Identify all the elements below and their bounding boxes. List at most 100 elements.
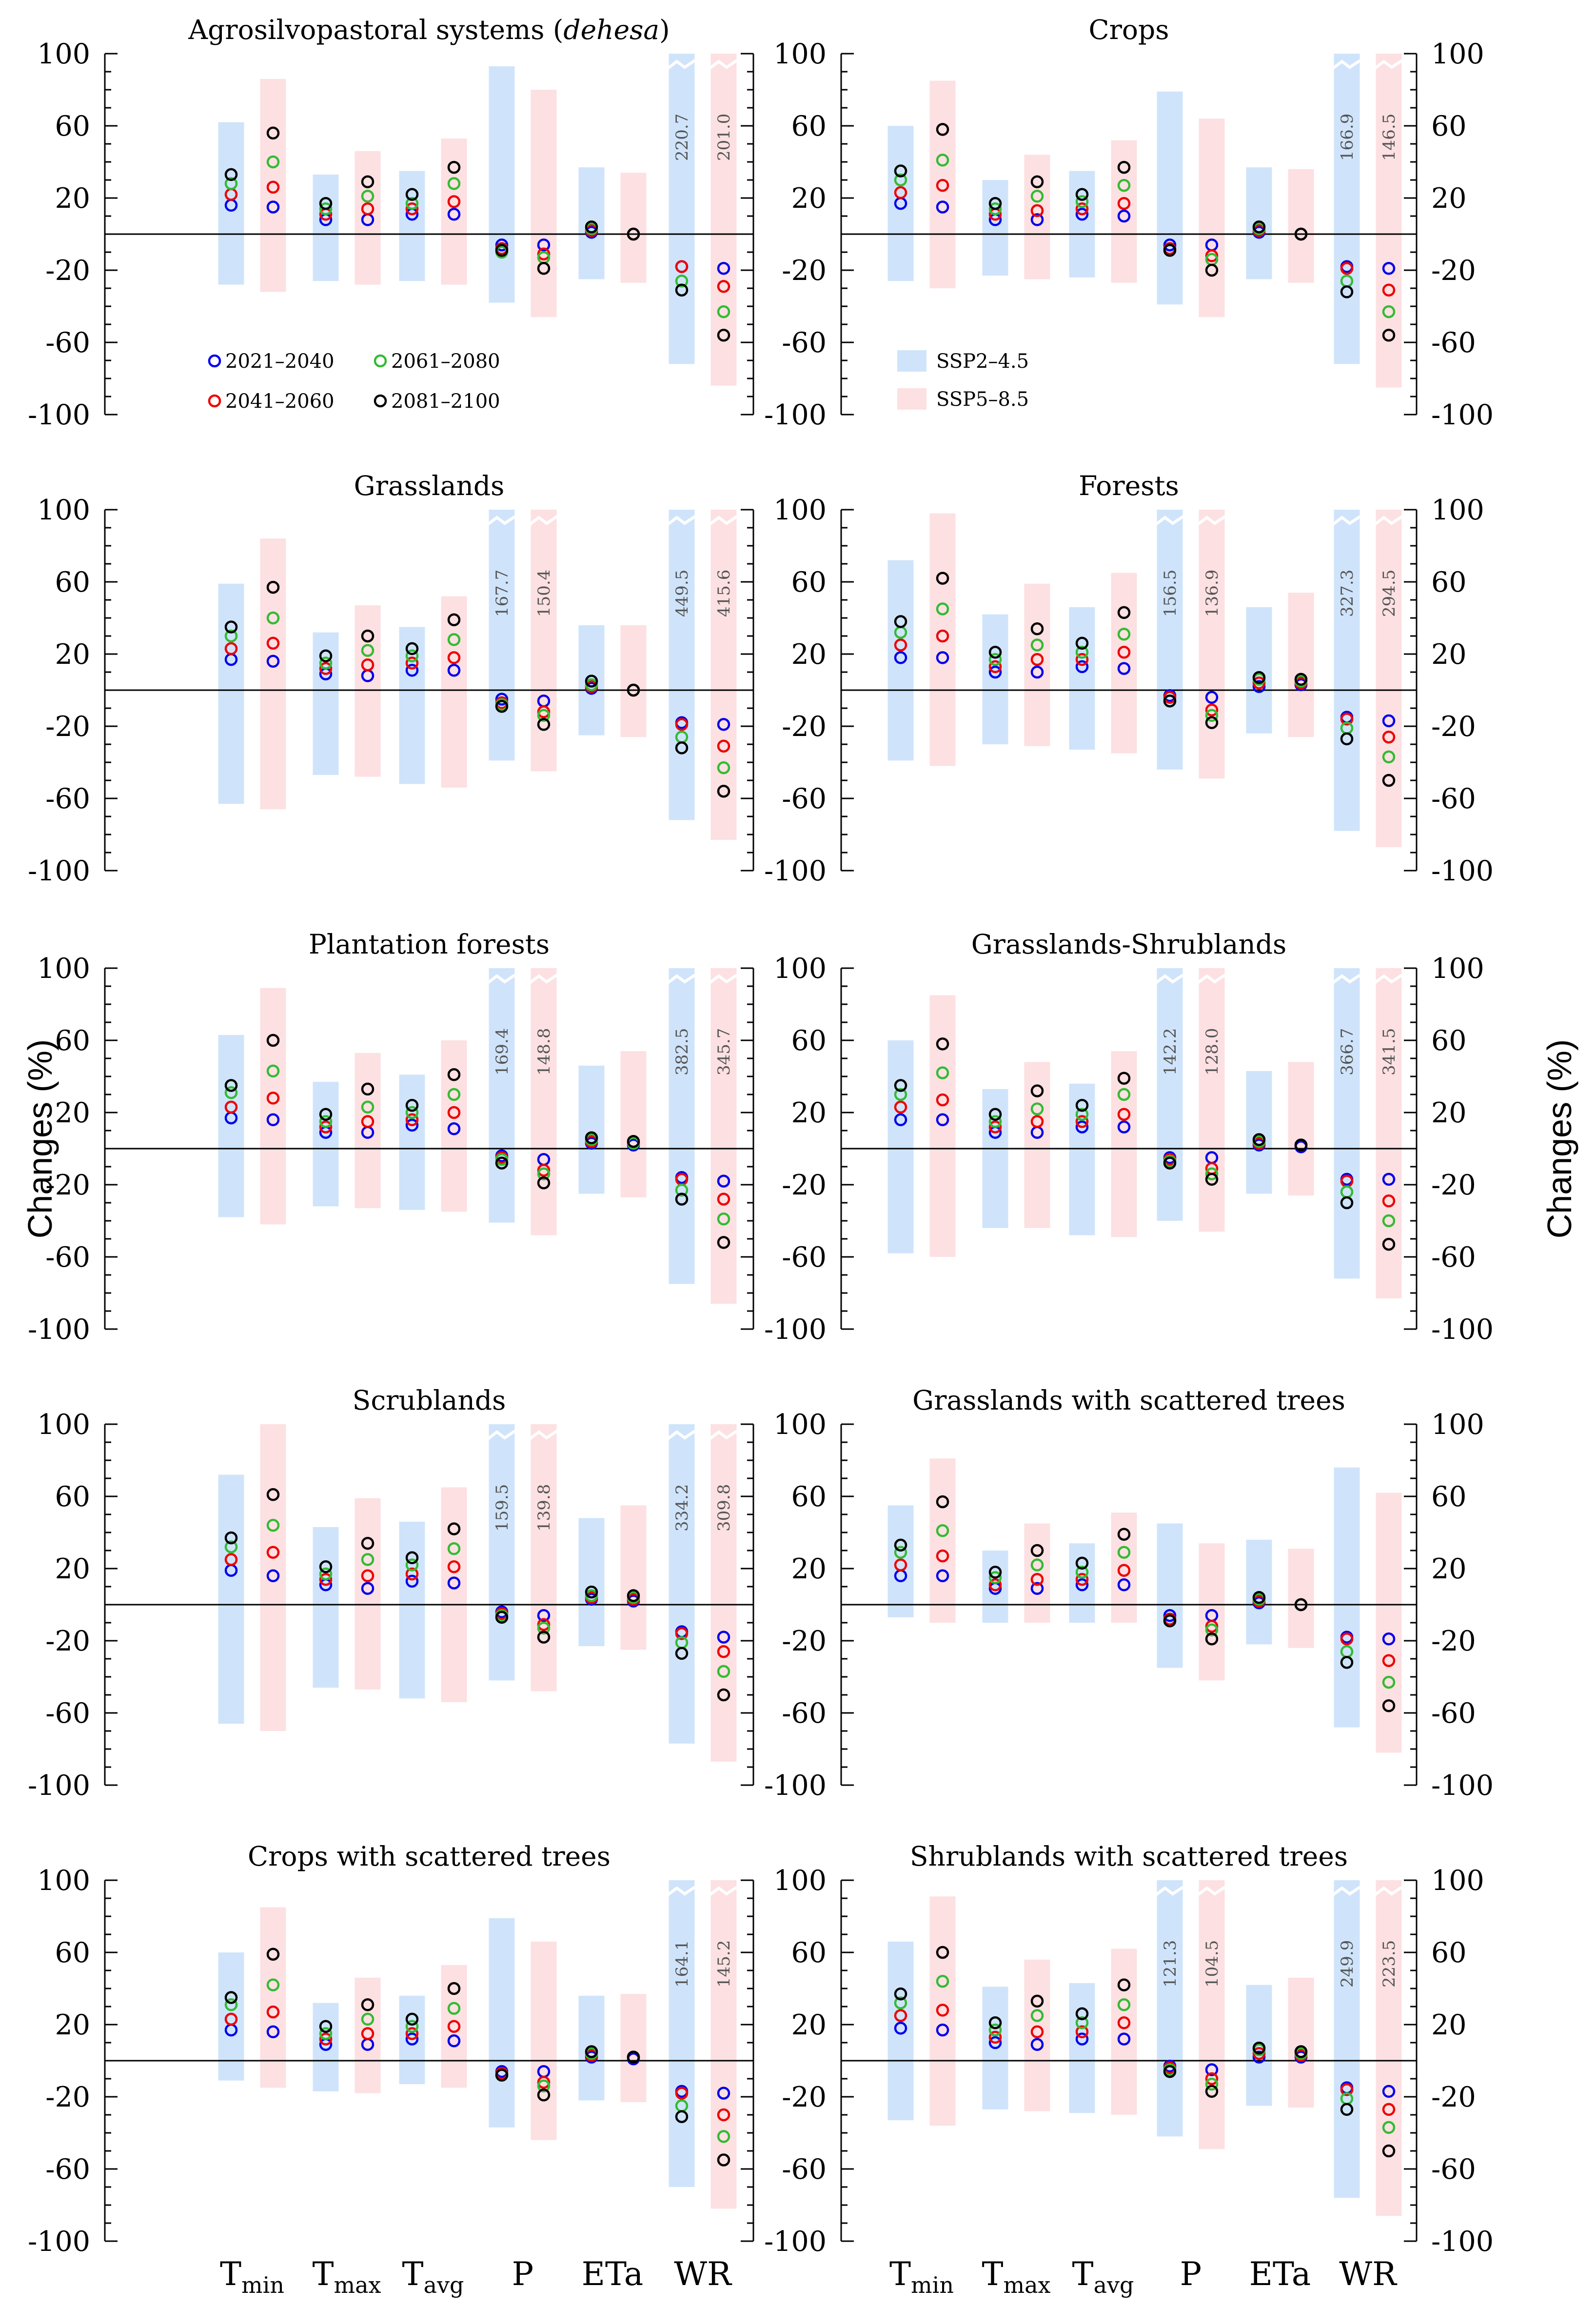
data-point-2081-2100 [1117, 1978, 1131, 1991]
y-tick-label: -60 [45, 1241, 90, 1273]
data-point-2081-2100 [361, 1998, 374, 2011]
x-category-label: ETa [582, 2255, 643, 2293]
data-point-2081-2100 [361, 1536, 374, 1550]
data-point-2041-2060 [319, 662, 333, 675]
x-category-label: Tmax [982, 2255, 1050, 2298]
data-point-2081-2100 [936, 1946, 949, 1959]
data-point-2021-2040 [361, 1582, 374, 1595]
legend-label: 2061–2080 [391, 350, 500, 373]
data-point-2041-2060 [1117, 197, 1131, 210]
data-point-2081-2100 [224, 1531, 238, 1545]
y-tick-label: -100 [764, 855, 827, 887]
data-point-2081-2100 [1075, 2007, 1089, 2021]
data-point-2021-2040 [495, 238, 509, 252]
data-point-2081-2100 [537, 718, 551, 731]
data-point-2041-2060 [936, 1093, 949, 1107]
axis-break-mark [1332, 59, 1361, 70]
range-bar [313, 1082, 339, 1207]
y-tick-label: 60 [791, 1937, 827, 1969]
data-point-2081-2100 [1382, 1699, 1396, 1712]
data-point-2061-2080 [1117, 179, 1131, 192]
y-tick-label: 100 [773, 953, 827, 985]
range-bar [620, 1994, 647, 2103]
data-point-2021-2040 [447, 1122, 461, 1135]
data-point-2061-2080 [266, 1064, 280, 1078]
range-bar [887, 1941, 914, 2121]
data-point-2041-2060 [224, 1100, 238, 1114]
data-point-2081-2100 [936, 1495, 949, 1509]
range-bar [1288, 1062, 1314, 1196]
y-tick-label: -20 [45, 255, 90, 287]
y-tick-label: 20 [1431, 1553, 1467, 1585]
panel-title: Crops with scattered trees [248, 1841, 611, 1872]
data-point-2061-2080 [266, 1518, 280, 1532]
data-point-2081-2100 [319, 197, 333, 210]
data-point-2041-2060 [675, 1627, 689, 1640]
range-bar [1069, 607, 1095, 750]
overflow-value-label: 156.5 [1161, 570, 1180, 617]
y-tick-label: -60 [782, 1697, 827, 1730]
range-bar [313, 1527, 339, 1688]
data-point-2041-2060 [266, 636, 280, 650]
data-point-2081-2100 [585, 1131, 598, 1145]
data-point-2041-2060 [447, 2020, 461, 2033]
data-point-2021-2040 [1252, 2050, 1266, 2064]
range-bar [982, 614, 1008, 744]
legend-marker [208, 394, 221, 408]
data-point-2041-2060 [675, 718, 689, 731]
data-point-2041-2060 [717, 1645, 730, 1658]
overflow-value-label: 169.4 [493, 1028, 512, 1075]
data-point-2041-2060 [1117, 1108, 1131, 1121]
data-point-2081-2100 [627, 1134, 640, 1148]
data-point-2021-2040 [266, 1113, 280, 1127]
data-point-2061-2080 [1075, 1566, 1089, 1579]
data-point-2021-2040 [1382, 1632, 1396, 1646]
y-tick-label: 60 [1431, 1025, 1467, 1057]
data-point-2061-2080 [1382, 2121, 1396, 2134]
data-point-2041-2060 [675, 2087, 689, 2100]
data-point-2041-2060 [1382, 730, 1396, 744]
data-point-2041-2060 [224, 642, 238, 656]
data-point-2021-2040 [936, 651, 949, 664]
y-tick-label: 60 [55, 1481, 90, 1513]
x-category-label: P [512, 2255, 533, 2293]
data-point-2081-2100 [988, 646, 1002, 659]
range-bar [441, 138, 467, 285]
range-bar [710, 1880, 737, 2209]
data-point-2041-2060 [447, 1106, 461, 1119]
y-tick-label: -100 [1431, 855, 1494, 887]
data-point-2081-2100 [361, 1082, 374, 1096]
overflow-value-label: 449.5 [672, 570, 692, 617]
data-point-2081-2100 [1382, 774, 1396, 787]
y-tick-label: 20 [791, 1553, 827, 1585]
range-bar [1199, 968, 1225, 1232]
legend-label: SSP5–8.5 [936, 388, 1029, 411]
overflow-value-label: 121.3 [1161, 1940, 1180, 1988]
data-point-2081-2100 [361, 629, 374, 643]
y-tick-label: 60 [55, 566, 90, 598]
overflow-value-label: 249.9 [1338, 1940, 1357, 1988]
data-point-2041-2060 [361, 1115, 374, 1128]
data-point-2061-2080 [405, 1558, 419, 1571]
axis-break-mark [529, 515, 558, 526]
data-point-2081-2100 [988, 197, 1002, 210]
data-point-2061-2080 [361, 2012, 374, 2026]
x-category-label: Tavg [402, 2255, 464, 2298]
data-point-2041-2060 [1252, 2047, 1266, 2060]
legend-swatch [897, 388, 926, 410]
data-point-2041-2060 [717, 2108, 730, 2122]
data-point-2021-2040 [1382, 714, 1396, 728]
data-point-2041-2060 [1075, 1115, 1089, 1128]
y-tick-label: 20 [1431, 1097, 1467, 1129]
data-point-2061-2080 [319, 202, 333, 216]
data-point-2081-2100 [1030, 622, 1044, 636]
y-tick-label: 60 [1431, 1937, 1467, 1969]
range-bar [531, 90, 557, 318]
data-point-2081-2100 [675, 1647, 689, 1660]
range-bar [1157, 968, 1183, 1221]
y-tick-label: 20 [791, 2009, 827, 2041]
data-point-2061-2080 [1075, 1108, 1089, 1121]
data-point-2061-2080 [988, 202, 1002, 216]
y-tick-label: 100 [773, 1865, 827, 1897]
data-point-2041-2060 [1382, 1194, 1396, 1208]
